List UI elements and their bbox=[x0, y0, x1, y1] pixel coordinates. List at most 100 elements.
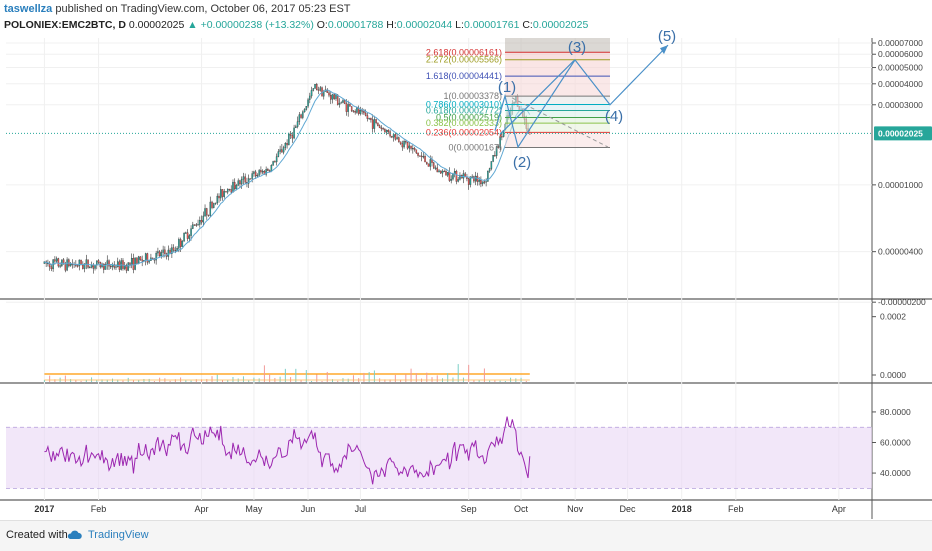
wave-arrowhead bbox=[660, 45, 668, 55]
candle-body bbox=[371, 119, 374, 129]
candle-body bbox=[113, 264, 116, 268]
candle-body bbox=[251, 173, 253, 179]
candle-body bbox=[258, 170, 260, 176]
candle-body bbox=[291, 135, 294, 139]
candle-body bbox=[303, 109, 306, 113]
candle-body bbox=[183, 232, 185, 242]
candle-body bbox=[317, 89, 320, 91]
candle-body bbox=[235, 185, 238, 190]
candle-body bbox=[160, 252, 163, 257]
candle-body bbox=[178, 239, 180, 249]
candle-body bbox=[213, 203, 215, 208]
candle-body bbox=[104, 264, 107, 270]
candle-body bbox=[378, 125, 381, 129]
x-tick-label: 2017 bbox=[34, 504, 54, 514]
candle-body bbox=[181, 240, 184, 247]
candle-body bbox=[343, 100, 346, 104]
candle-body bbox=[312, 88, 315, 91]
candle-body bbox=[50, 266, 53, 270]
candle-body bbox=[82, 264, 84, 269]
candle-body bbox=[59, 265, 61, 267]
candle-body bbox=[265, 169, 267, 175]
last-price-badge bbox=[874, 126, 932, 141]
price-chart[interactable]: 2017 Feb Apr May Jun Jul Sep Oct Nov Dec 2018 Feb Ap… bbox=[0, 0, 932, 520]
candle-body bbox=[373, 119, 376, 129]
candle-body bbox=[279, 149, 281, 152]
candle-body bbox=[457, 179, 459, 182]
candle-body bbox=[487, 170, 489, 182]
candle-body bbox=[459, 175, 461, 180]
candle-body bbox=[349, 104, 351, 107]
candle-body bbox=[391, 135, 393, 138]
candle-body bbox=[295, 126, 297, 129]
candle-body bbox=[122, 260, 124, 269]
candle-body bbox=[57, 258, 60, 267]
candle-body bbox=[356, 107, 358, 113]
candle-body bbox=[296, 121, 299, 127]
rsi-y-tick-label: 80.0000 bbox=[880, 407, 911, 417]
candle-body bbox=[249, 178, 252, 180]
candle-body bbox=[171, 247, 173, 254]
low-label: L: bbox=[455, 19, 464, 31]
last-price: 0.00002025 bbox=[128, 19, 185, 31]
candle-body bbox=[399, 141, 402, 144]
candle-body bbox=[499, 136, 501, 148]
x-tick-label: Nov bbox=[567, 504, 584, 514]
candle-body bbox=[197, 224, 199, 226]
candle-body bbox=[190, 228, 192, 236]
y-tick-label: 0.00003000 bbox=[878, 100, 923, 110]
x-tick-label: Feb bbox=[728, 504, 744, 514]
candle-body bbox=[132, 258, 135, 270]
rsi-y-tick-label: 40.0000 bbox=[880, 468, 911, 478]
x-tick-label: Feb bbox=[91, 504, 107, 514]
symbol-name[interactable]: POLONIEX:EMC2BTC, D bbox=[4, 19, 126, 31]
candle-body bbox=[136, 257, 138, 264]
x-tick-label: Apr bbox=[832, 504, 846, 514]
x-tick-label: Jun bbox=[301, 504, 316, 514]
candle-body bbox=[123, 264, 126, 269]
fib-level-label: 0.382(0.00002333) bbox=[426, 118, 502, 128]
candle-body bbox=[328, 92, 330, 96]
tradingview-link[interactable]: TradingView bbox=[88, 529, 149, 541]
candle-body bbox=[403, 141, 405, 148]
candle-body bbox=[186, 232, 189, 239]
candle-body bbox=[115, 266, 117, 268]
candle-body bbox=[157, 251, 159, 254]
candle-body bbox=[426, 161, 428, 164]
fib-band bbox=[505, 117, 610, 124]
candle-body bbox=[377, 122, 379, 126]
candle-body bbox=[244, 176, 246, 183]
author-link[interactable]: taswellza bbox=[4, 3, 53, 15]
candle-body bbox=[158, 251, 161, 257]
candle-body bbox=[282, 147, 285, 153]
candle-body bbox=[284, 143, 287, 148]
candle-body bbox=[176, 247, 178, 251]
candle-body bbox=[130, 258, 133, 265]
candle-body bbox=[433, 162, 435, 169]
x-tick-label: Apr bbox=[195, 504, 209, 514]
candle-body bbox=[254, 171, 257, 177]
candle-body bbox=[350, 106, 353, 112]
candle-body bbox=[329, 95, 332, 100]
open-value: 0.00001788 bbox=[327, 19, 384, 31]
rsi-band bbox=[6, 427, 872, 489]
candle-body bbox=[55, 258, 58, 262]
candle-body bbox=[336, 94, 339, 105]
high-label: H: bbox=[386, 19, 397, 31]
candle-body bbox=[242, 176, 245, 180]
candle-body bbox=[267, 169, 269, 171]
candle-body bbox=[200, 220, 203, 223]
x-tick-label: Jul bbox=[355, 504, 367, 514]
candle-body bbox=[233, 181, 236, 190]
candle-body bbox=[410, 145, 412, 149]
candle-body bbox=[319, 87, 322, 91]
symbol-header: POLONIEX:EMC2BTC, D 0.00002025 ▲ +0.0000… bbox=[4, 19, 588, 31]
candle-body bbox=[66, 259, 68, 271]
candle-body bbox=[261, 170, 264, 173]
candle-body bbox=[340, 102, 342, 104]
candle-body bbox=[188, 235, 191, 239]
publish-header: taswellza published on TradingView.com, … bbox=[4, 3, 351, 15]
wave-label: (3) bbox=[568, 39, 586, 56]
candle-body bbox=[226, 188, 229, 193]
candle-body bbox=[89, 267, 91, 269]
